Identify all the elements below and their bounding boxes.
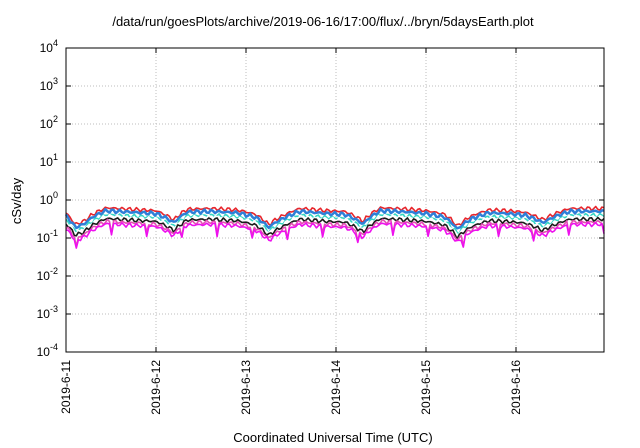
series-group: [64, 205, 605, 249]
series-line-5: [65, 216, 605, 240]
y-tick-label: 101: [40, 152, 58, 169]
chart-title: /data/run/goesPlots/archive/2019-06-16/1…: [112, 14, 534, 29]
series-line-2: [64, 207, 605, 230]
series-line-6: [65, 218, 605, 248]
x-axis-label: Coordinated Universal Time (UTC): [233, 430, 432, 445]
x-tick-label: 2019-6-16: [509, 360, 523, 415]
series-line-7: [65, 221, 605, 249]
y-tick-label: 10-2: [37, 266, 58, 283]
x-tick-label: 2019-6-14: [329, 360, 343, 415]
x-tick-label: 2019-6-12: [149, 360, 163, 415]
y-tick-label: 102: [40, 114, 58, 131]
y-tick-label: 10-1: [37, 228, 58, 245]
y-tick-label: 100: [40, 190, 58, 207]
x-tick-labels: 2019-6-11 2019-6-12 2019-6-13 2019-6-14 2019…: [59, 360, 523, 415]
plot-frame: [65, 47, 605, 353]
y-tick-label: 103: [40, 76, 58, 93]
y-tick-label: 10-4: [37, 342, 58, 359]
x-tick-label: 2019-6-11: [59, 360, 73, 414]
series-line-4: [65, 213, 605, 236]
x-tick-label: 2019-6-13: [239, 360, 253, 415]
y-tick-label: 104: [40, 38, 58, 55]
x-tick-label: 2019-6-15: [419, 360, 433, 415]
y-tick-labels: 10-4 10-3 10-2 10-1 100 101 102 103 104: [37, 38, 58, 359]
series-line-1: [65, 205, 605, 226]
y-axis-label: cSv/day: [9, 177, 24, 224]
y-tick-label: 10-3: [37, 304, 58, 321]
grid: [65, 47, 604, 353]
